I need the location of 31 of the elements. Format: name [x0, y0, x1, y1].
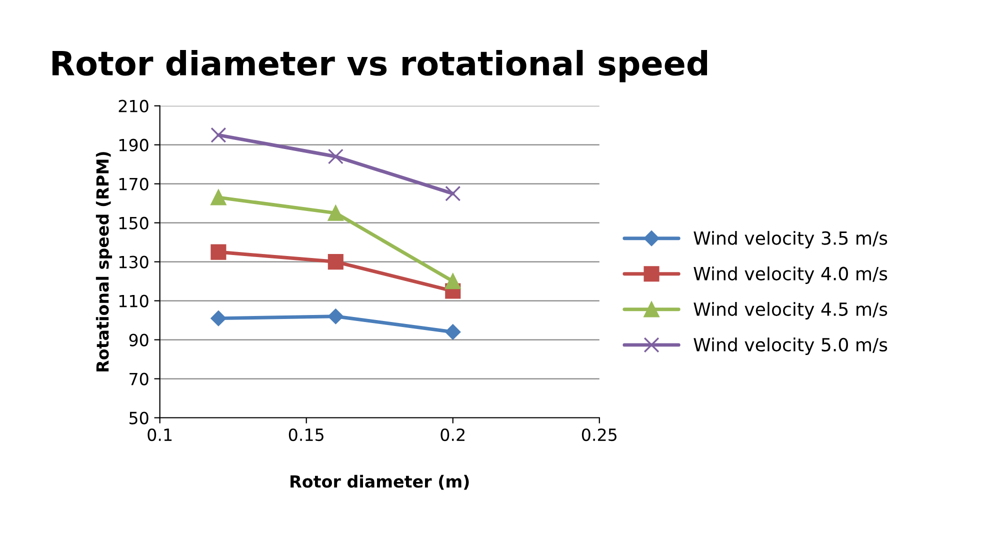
- point: [445, 186, 461, 202]
- point: [328, 205, 344, 221]
- y-tick-label: 190: [119, 138, 148, 152]
- x-tick-label: 0.25: [582, 428, 616, 442]
- y-tick-label: 50: [130, 412, 148, 424]
- y-tick-label: 90: [129, 334, 148, 346]
- point: [210, 310, 226, 326]
- y-tick-label: 70: [130, 372, 148, 386]
- point: [328, 148, 344, 164]
- legend-label: Wind velocity 4.5 m/s: [694, 302, 888, 320]
- y-tick-label: 110: [119, 294, 148, 308]
- point: [210, 244, 226, 260]
- y-tick-label: 210: [118, 100, 148, 112]
- legend-label: Wind velocity 4.0 m/s: [694, 266, 888, 284]
- x-tick-label: 0.15: [288, 428, 324, 442]
- y-tick-label: 130: [119, 256, 148, 268]
- point: [328, 308, 344, 324]
- point: [445, 274, 461, 290]
- y-axis-title: Rotational speed (RPM): [96, 152, 112, 372]
- point: [210, 190, 226, 206]
- point: [445, 324, 461, 340]
- y-tick-label: 170: [119, 178, 148, 190]
- point: [328, 254, 344, 270]
- legend-label: Wind velocity 5.0 m/s: [694, 338, 888, 356]
- legend-label: Wind velocity 3.5 m/s: [694, 230, 888, 248]
- x-axis-title: Rotor diameter (m): [290, 474, 469, 490]
- y-tick-label: 150: [119, 216, 148, 230]
- point: [210, 127, 226, 143]
- x-tick-label: 0.2: [440, 428, 464, 442]
- chart-title: Rotor diameter vs rotational speed: [52, 50, 708, 82]
- x-tick-label: 0.1: [148, 428, 172, 442]
